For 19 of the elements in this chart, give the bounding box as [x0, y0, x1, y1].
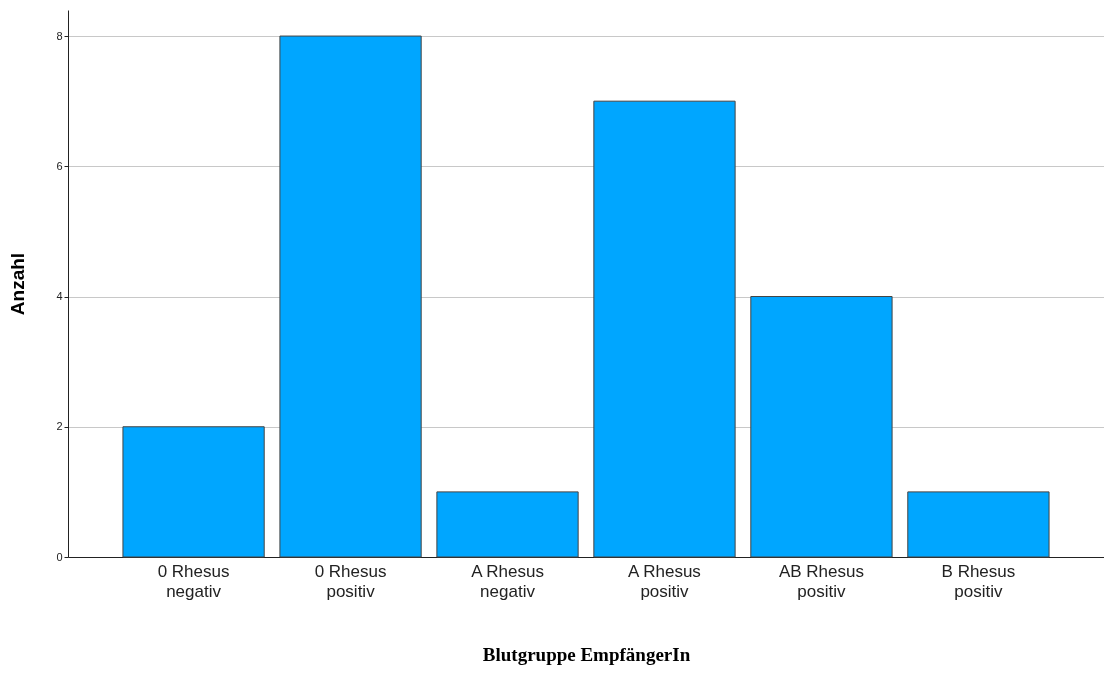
y-tick-label: 0 — [56, 550, 63, 563]
bar — [122, 426, 265, 558]
y-tick-label: 6 — [56, 159, 63, 172]
y-axis-title: Anzahl — [7, 252, 29, 316]
x-tick-label: 0 Rhesus negativ — [157, 561, 230, 601]
x-axis-title: Blutgruppe EmpfängerIn — [482, 643, 691, 665]
bar — [593, 100, 736, 558]
bar — [436, 491, 579, 558]
x-tick-label: AB Rhesus positiv — [778, 561, 864, 601]
bar — [907, 491, 1050, 558]
x-tick-label: 0 Rhesus positiv — [314, 561, 387, 601]
y-tick-label: 4 — [56, 290, 63, 303]
y-tick-label: 8 — [56, 29, 63, 42]
bar — [279, 35, 422, 558]
x-tick-label: B Rhesus positiv — [941, 561, 1016, 601]
x-tick-label: A Rhesus negativ — [471, 561, 544, 601]
bar — [750, 296, 893, 558]
x-tick-label: A Rhesus positiv — [628, 561, 701, 601]
y-tick-label: 2 — [56, 420, 63, 433]
